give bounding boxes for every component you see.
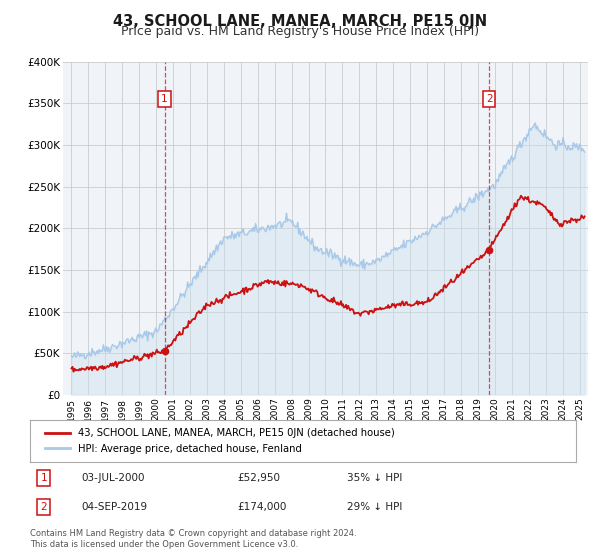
Text: This data is licensed under the Open Government Licence v3.0.: This data is licensed under the Open Gov…: [30, 540, 298, 549]
Text: 04-SEP-2019: 04-SEP-2019: [82, 502, 148, 512]
Text: Price paid vs. HM Land Registry's House Price Index (HPI): Price paid vs. HM Land Registry's House …: [121, 25, 479, 38]
Text: Contains HM Land Registry data © Crown copyright and database right 2024.: Contains HM Land Registry data © Crown c…: [30, 529, 356, 538]
Text: £174,000: £174,000: [238, 502, 287, 512]
Text: 29% ↓ HPI: 29% ↓ HPI: [347, 502, 402, 512]
Text: 43, SCHOOL LANE, MANEA, MARCH, PE15 0JN: 43, SCHOOL LANE, MANEA, MARCH, PE15 0JN: [113, 14, 487, 29]
Text: 03-JUL-2000: 03-JUL-2000: [82, 473, 145, 483]
Text: 35% ↓ HPI: 35% ↓ HPI: [347, 473, 402, 483]
Text: £52,950: £52,950: [238, 473, 280, 483]
Text: 2: 2: [40, 502, 47, 512]
Text: 1: 1: [40, 473, 47, 483]
Text: 2: 2: [486, 94, 493, 104]
Legend: 43, SCHOOL LANE, MANEA, MARCH, PE15 0JN (detached house), HPI: Average price, de: 43, SCHOOL LANE, MANEA, MARCH, PE15 0JN …: [40, 423, 400, 459]
Text: 1: 1: [161, 94, 168, 104]
